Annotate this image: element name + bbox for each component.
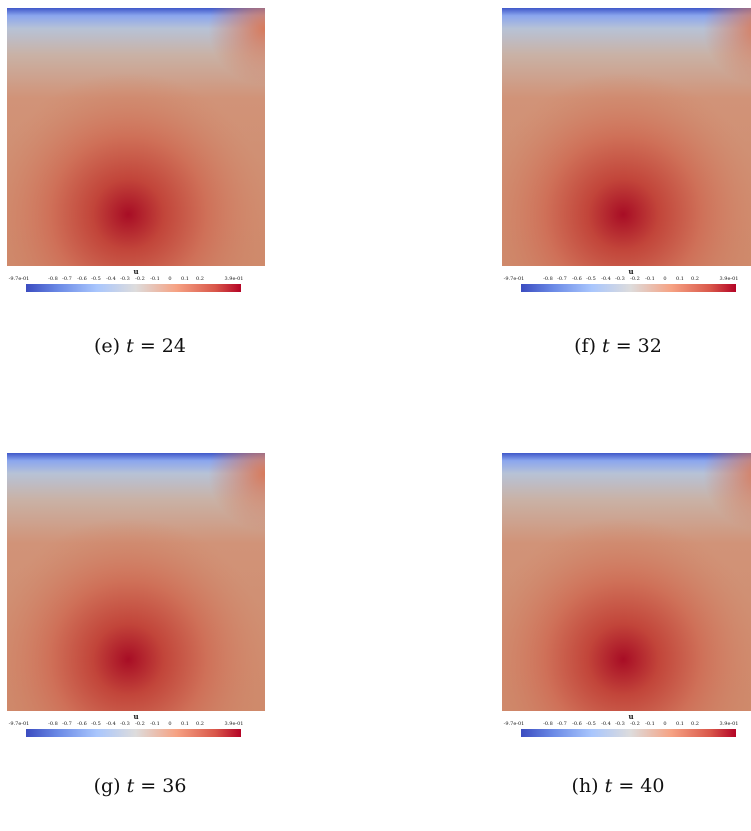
- caption-value: = 40: [612, 775, 665, 797]
- colorbar-tick-label: -0.3: [120, 276, 130, 282]
- colorbar-max-label: 3.9e-01: [224, 276, 244, 282]
- colorbar-gradient: [521, 284, 736, 292]
- colorbar-ticks: -9.7e-01 -0.8 -0.7 -0.6 -0.5 -0.4 -0.3 -…: [502, 721, 751, 729]
- colorbar-max-label: 3.9e-01: [719, 721, 739, 727]
- colorbar-min-label: -9.7e-01: [8, 721, 30, 727]
- colorbar-tick-label: -0.6: [572, 276, 582, 282]
- colorbar-tick-label: -0.6: [77, 721, 87, 727]
- colorbar-tick-label: -0.7: [62, 721, 72, 727]
- colorbar: u -9.7e-01 -0.8 -0.7 -0.6 -0.5 -0.4 -0.3…: [7, 266, 265, 306]
- caption-tag: (h): [571, 775, 599, 797]
- figure-panel-h: u -9.7e-01 -0.8 -0.7 -0.6 -0.5 -0.4 -0.3…: [502, 453, 751, 737]
- colorbar-tick-label: -0.4: [106, 721, 116, 727]
- colorbar-tick-label: 0.1: [676, 721, 684, 727]
- colorbar-tick-label: -0.6: [77, 276, 87, 282]
- caption-h: (h) t = 40: [478, 774, 751, 798]
- colorbar-ticks: -9.7e-01 -0.8 -0.7 -0.6 -0.5 -0.4 -0.3 -…: [502, 276, 751, 284]
- caption-value: = 24: [133, 335, 186, 357]
- colorbar-tick-label: 0.2: [691, 276, 699, 282]
- colorbar-tick-label: -0.1: [150, 721, 160, 727]
- colorbar-tick-label: -0.4: [601, 276, 611, 282]
- colorbar-tick-label: 0: [663, 721, 667, 727]
- colorbar-tick-label: 0.2: [196, 276, 204, 282]
- colorbar-title: u: [628, 712, 634, 721]
- colorbar-tick-label: -0.5: [91, 276, 101, 282]
- colorbar-tick-label: -0.2: [135, 276, 145, 282]
- colorbar: u -9.7e-01 -0.8 -0.7 -0.6 -0.5 -0.4 -0.3…: [502, 711, 751, 751]
- caption-f: (f) t = 32: [478, 334, 751, 358]
- velocity-field-plot: [502, 8, 751, 266]
- colorbar-gradient: [521, 729, 736, 737]
- colorbar-tick-label: -0.8: [48, 721, 58, 727]
- colorbar-tick-label: -0.5: [586, 721, 596, 727]
- colorbar-ticks: -9.7e-01 -0.8 -0.7 -0.6 -0.5 -0.4 -0.3 -…: [7, 721, 265, 729]
- colorbar-tick-label: 0.2: [196, 721, 204, 727]
- caption-value: = 32: [609, 335, 662, 357]
- colorbar-tick-label: -0.3: [615, 276, 625, 282]
- colorbar-title: u: [628, 267, 634, 276]
- colorbar-tick-label: -0.8: [543, 276, 553, 282]
- colorbar-tick-label: 0.1: [181, 276, 189, 282]
- colorbar-max-label: 3.9e-01: [224, 721, 244, 727]
- colorbar-tick-label: -0.2: [630, 276, 640, 282]
- caption-e: (e) t = 24: [0, 334, 280, 358]
- figure-panel-e: u -9.7e-01 -0.8 -0.7 -0.6 -0.5 -0.4 -0.3…: [7, 8, 265, 292]
- caption-variable: t: [604, 775, 613, 797]
- velocity-field-plot: [7, 453, 265, 711]
- colorbar-tick-label: -0.3: [615, 721, 625, 727]
- caption-variable: t: [602, 335, 610, 357]
- colorbar-tick-label: -0.6: [572, 721, 582, 727]
- colorbar-tick-label: 0: [663, 276, 667, 282]
- caption-g: (g) t = 36: [0, 774, 280, 798]
- colorbar-tick-label: -0.1: [150, 276, 160, 282]
- caption-value: = 36: [134, 775, 187, 797]
- colorbar-tick-label: -0.7: [557, 276, 567, 282]
- colorbar: u -9.7e-01 -0.8 -0.7 -0.6 -0.5 -0.4 -0.3…: [7, 711, 265, 751]
- colorbar-min-label: -9.7e-01: [503, 276, 525, 282]
- colorbar-tick-label: -0.4: [601, 721, 611, 727]
- colorbar-gradient: [26, 729, 241, 737]
- caption-variable: t: [126, 775, 135, 797]
- velocity-field-plot: [7, 8, 265, 266]
- figure-panel-f: u -9.7e-01 -0.8 -0.7 -0.6 -0.5 -0.4 -0.3…: [502, 8, 751, 292]
- colorbar-tick-label: -0.8: [48, 276, 58, 282]
- colorbar-tick-label: -0.3: [120, 721, 130, 727]
- colorbar-max-label: 3.9e-01: [719, 276, 739, 282]
- colorbar-gradient: [26, 284, 241, 292]
- caption-tag: (e): [94, 335, 121, 357]
- colorbar-tick-label: 0: [168, 276, 172, 282]
- colorbar-tick-label: 0.2: [691, 721, 699, 727]
- caption-variable: t: [126, 335, 134, 357]
- colorbar: u -9.7e-01 -0.8 -0.7 -0.6 -0.5 -0.4 -0.3…: [502, 266, 751, 306]
- colorbar-tick-label: 0.1: [676, 276, 684, 282]
- colorbar-title: u: [133, 267, 139, 276]
- colorbar-tick-label: -0.5: [91, 721, 101, 727]
- colorbar-tick-label: 0: [168, 721, 172, 727]
- colorbar-tick-label: -0.7: [62, 276, 72, 282]
- caption-tag: (f): [574, 335, 596, 357]
- colorbar-min-label: -9.7e-01: [8, 276, 30, 282]
- colorbar-tick-label: -0.1: [645, 721, 655, 727]
- colorbar-tick-label: -0.8: [543, 721, 553, 727]
- figure-panel-g: u -9.7e-01 -0.8 -0.7 -0.6 -0.5 -0.4 -0.3…: [7, 453, 265, 737]
- colorbar-tick-label: -0.2: [135, 721, 145, 727]
- colorbar-tick-label: -0.2: [630, 721, 640, 727]
- colorbar-min-label: -9.7e-01: [503, 721, 525, 727]
- caption-tag: (g): [93, 775, 121, 797]
- colorbar-tick-label: -0.1: [645, 276, 655, 282]
- velocity-field-plot: [502, 453, 751, 711]
- colorbar-tick-label: -0.5: [586, 276, 596, 282]
- colorbar-ticks: -9.7e-01 -0.8 -0.7 -0.6 -0.5 -0.4 -0.3 -…: [7, 276, 265, 284]
- colorbar-title: u: [133, 712, 139, 721]
- colorbar-tick-label: 0.1: [181, 721, 189, 727]
- colorbar-tick-label: -0.7: [557, 721, 567, 727]
- colorbar-tick-label: -0.4: [106, 276, 116, 282]
